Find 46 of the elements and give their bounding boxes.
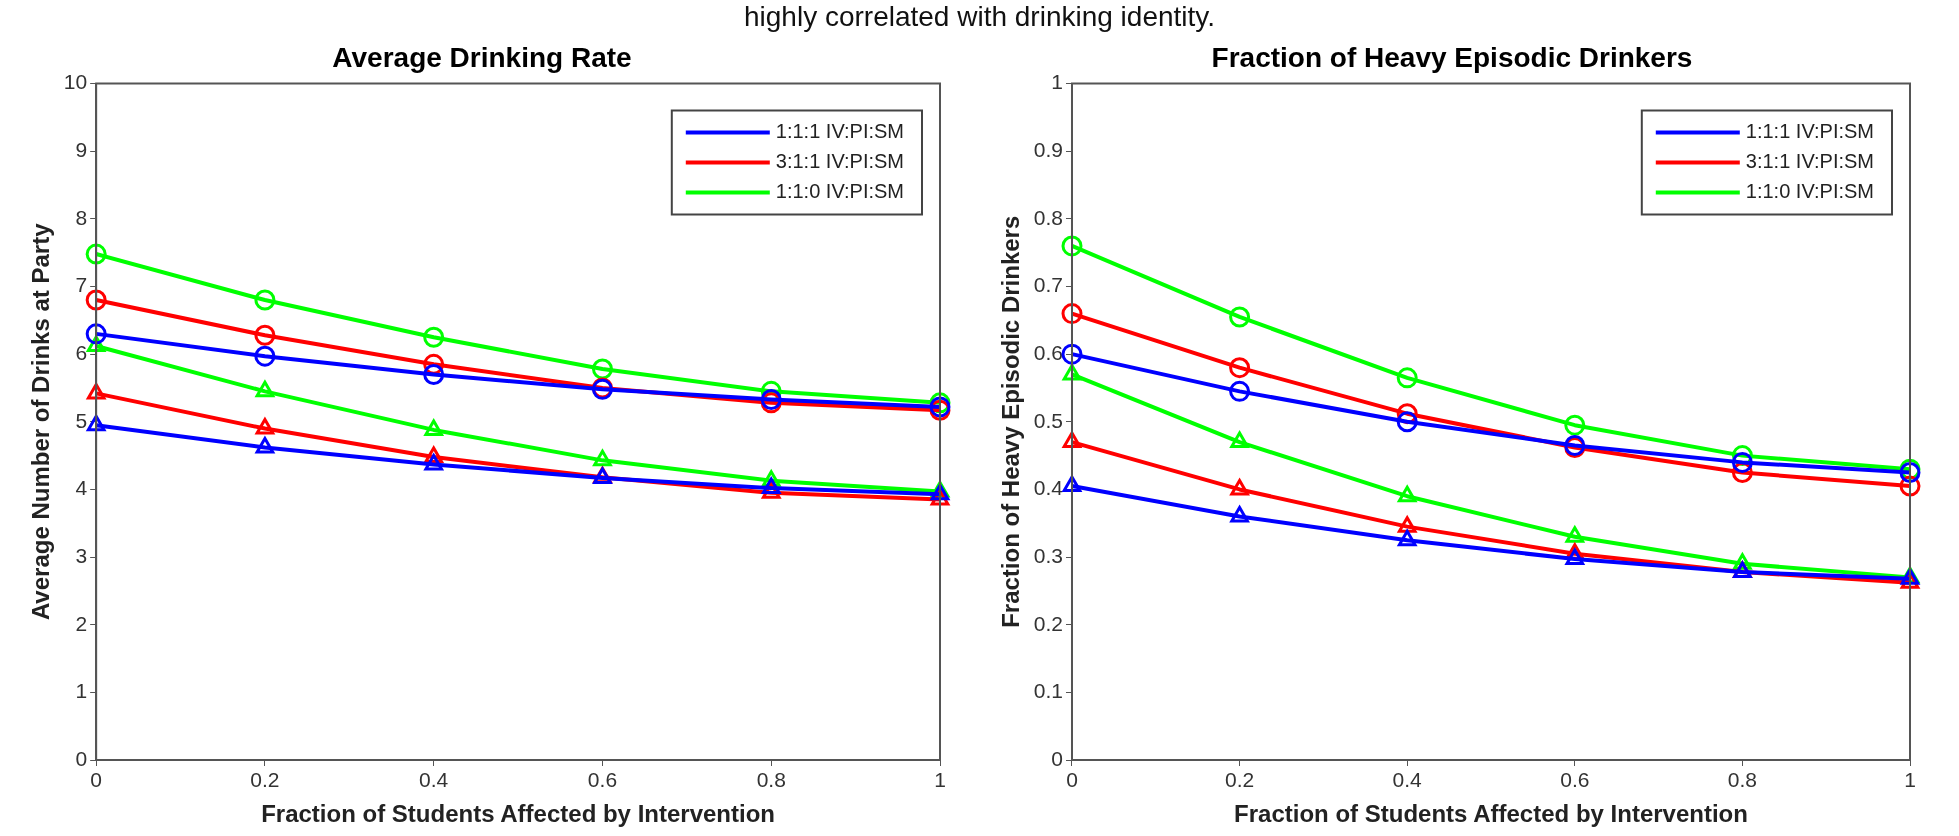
y-tick-label: 0.8: [1033, 205, 1063, 229]
x-tick-label: 1: [1904, 768, 1916, 792]
y-tick-label: 1: [1051, 70, 1063, 94]
y-tick-label: 1: [75, 679, 88, 703]
y-tick-label: 0.6: [1033, 340, 1063, 364]
text: highly correlated with drinking identity.: [742, 0, 1217, 34]
y-tick-label: 0.1: [1033, 679, 1063, 703]
x-axis-title: Fraction of Students Affected by Intervention: [261, 800, 775, 828]
y-tick-label: 0: [1051, 746, 1063, 770]
y-tick-label: 8: [75, 205, 88, 229]
legend-label: 1:1:0 IV:PI:SM: [1745, 180, 1874, 203]
x-tick-label: 0.4: [1392, 768, 1423, 792]
x-tick-label: 0.8: [1727, 768, 1757, 792]
y-tick-label: 2: [75, 611, 88, 635]
legend-label: 3:1:1 IV:PI:SM: [1745, 150, 1874, 173]
x-tick-label: 0.8: [756, 768, 786, 792]
legend-label: 1:1:1 IV:PI:SM: [775, 120, 904, 143]
y-tick-label: 7: [75, 273, 88, 297]
legend-label: 3:1:1 IV:PI:SM: [775, 150, 904, 173]
x-tick-label: 0.2: [250, 768, 280, 792]
y-tick-label: 0.3: [1033, 543, 1063, 567]
y-axis-title: Average Number of Drinks at Party: [27, 222, 55, 621]
x-tick-label: 0.2: [1224, 768, 1255, 792]
x-tick-label: 1: [934, 768, 946, 792]
y-tick-label: 9: [75, 138, 88, 162]
y-tick-label: 10: [63, 70, 88, 94]
y-tick-label: 0.5: [1033, 408, 1063, 432]
x-tick-label: 0: [1066, 768, 1078, 792]
y-tick-label: 0: [75, 746, 88, 770]
y-tick-label: 0.2: [1033, 611, 1063, 635]
x-tick-label: 0.4: [419, 768, 449, 792]
y-tick-label: 6: [75, 340, 88, 364]
y-axis-title: Fraction of Heavy Episodic Drinkers: [997, 215, 1025, 628]
legend-label: 1:1:1 IV:PI:SM: [1745, 120, 1874, 143]
y-tick-label: 0.7: [1033, 273, 1063, 297]
y-tick-label: 3: [75, 543, 88, 567]
y-tick-label: 5: [75, 408, 88, 432]
y-tick-label: 0.9: [1033, 138, 1063, 162]
x-tick-label: 0.6: [587, 768, 618, 792]
chart-title: Average Drinking Rate: [332, 41, 632, 73]
chart-title: Fraction of Heavy Episodic Drinkers: [1211, 41, 1693, 73]
x-tick-label: 0.6: [1560, 768, 1590, 792]
y-tick-label: 4: [75, 476, 88, 500]
y-tick-label: 0.4: [1033, 476, 1064, 500]
x-axis-title: Fraction of Students Affected by Intervention: [1234, 800, 1748, 828]
legend-label: 1:1:0 IV:PI:SM: [775, 180, 904, 203]
